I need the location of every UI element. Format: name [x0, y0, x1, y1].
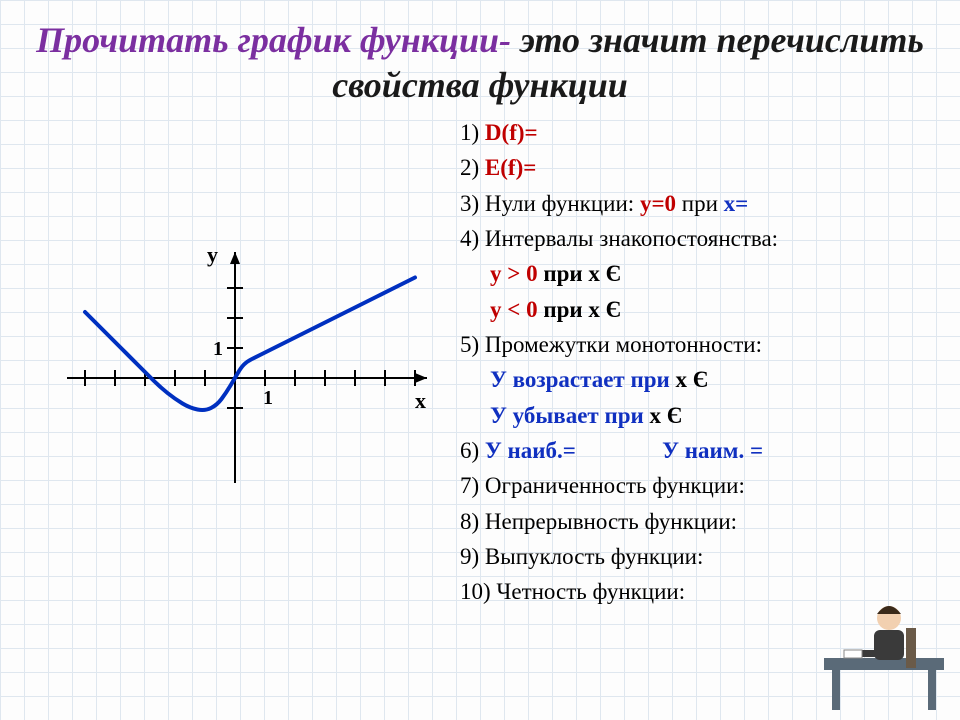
item-1-df: D(f)=	[485, 120, 538, 145]
svg-text:1: 1	[263, 387, 273, 409]
item-5a-u: У возрастает при	[490, 367, 670, 392]
item-2-num: 2)	[460, 155, 485, 180]
slide-title: Прочитать график функции- это значит пер…	[0, 0, 960, 108]
title-accent: Прочитать график функции-	[36, 20, 511, 60]
item-5a-rest: х Є	[670, 367, 709, 392]
properties-list: 1) D(f)= 2) E(f)= 3) Нули функции: у=0 п…	[450, 108, 950, 611]
student-clipart	[814, 578, 954, 718]
item-4b-y: у < 0	[490, 297, 538, 322]
item-3-text: 3) Нули функции:	[460, 191, 640, 216]
item-6-umax: У наиб.=	[485, 438, 576, 463]
item-2: 2) E(f)=	[460, 151, 940, 184]
item-4a-rest: при х Є	[538, 261, 622, 286]
item-3-x: х=	[724, 191, 749, 216]
svg-text:x: x	[415, 388, 426, 413]
item-4a: у > 0 при х Є	[460, 257, 940, 290]
item-3-y0: у=0	[640, 191, 676, 216]
item-1-num: 1)	[460, 120, 485, 145]
item-3: 3) Нули функции: у=0 при х=	[460, 187, 940, 220]
item-8: 8) Непрерывность функции:	[460, 505, 940, 538]
item-5b: У убывает при х Є	[460, 399, 940, 432]
item-4b-rest: при х Є	[538, 297, 622, 322]
item-6: 6) У наиб.= У наим. =	[460, 434, 940, 467]
svg-text:y: y	[207, 242, 218, 267]
function-graph: 1 1 x y	[30, 148, 430, 548]
item-5b-rest: х Є	[644, 403, 683, 428]
item-9: 9) Выпуклость функции:	[460, 540, 940, 573]
item-4a-y: у > 0	[490, 261, 538, 286]
item-6-umin: У наим. =	[662, 438, 763, 463]
item-6-gap	[576, 438, 662, 463]
item-1: 1) D(f)=	[460, 116, 940, 149]
item-3-pri: при	[676, 191, 724, 216]
item-6-num: 6)	[460, 438, 485, 463]
item-4b: у < 0 при х Є	[460, 293, 940, 326]
item-5b-u: У убывает при	[490, 403, 644, 428]
item-5a: У возрастает при х Є	[460, 363, 940, 396]
item-4: 4) Интервалы знакопостоянства:	[460, 222, 940, 255]
content-row: 1 1 x y 1) D(f)= 2) E(f)= 3) Нули функции: …	[0, 108, 960, 611]
item-2-ef: E(f)=	[485, 155, 536, 180]
item-7: 7) Ограниченность функции:	[460, 469, 940, 502]
item-5: 5) Промежутки монотонности:	[460, 328, 940, 361]
chart-panel: 1 1 x y	[10, 108, 450, 548]
svg-text:1: 1	[213, 338, 223, 360]
